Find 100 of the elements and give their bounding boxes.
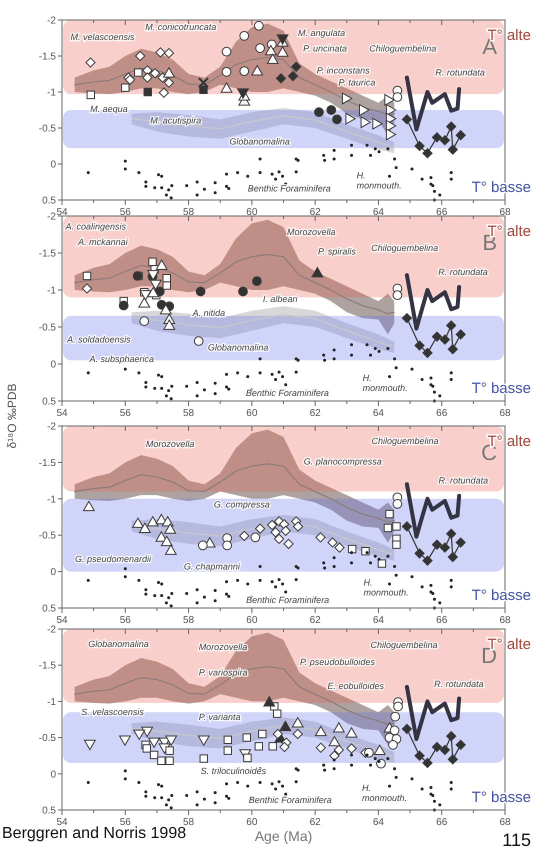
y-tick-label: -1 [47, 286, 56, 296]
x-tick-label: 68 [499, 408, 511, 419]
annotation: G. compressa [214, 500, 270, 510]
x-tick-label: 62 [310, 615, 322, 626]
x-tick-label: 62 [310, 408, 322, 419]
y-tick-label: 0 [50, 769, 56, 780]
x-tick-label: 58 [183, 207, 195, 218]
y-tick-label: 0 [50, 567, 56, 578]
x-tick-label: 56 [120, 615, 132, 626]
annotation: H. monmouth. [362, 373, 408, 394]
annotation: Chiloguembelina [370, 640, 438, 650]
annotation: M. conicotruncata [145, 22, 216, 32]
annotation: R. rotundata [435, 67, 485, 78]
annotation: Chiloguembelina [369, 44, 436, 54]
annotation: P. pseudobulloides [300, 657, 376, 668]
y-tick-label: 0.5 [42, 604, 56, 614]
y-tick-label: 0 [50, 160, 56, 170]
annotation: P. varianta [198, 712, 241, 722]
annotation: Benthic Foraminifera [248, 183, 331, 194]
y-tick-label: -1 [47, 696, 56, 708]
annotation: M. angulata [298, 28, 346, 38]
annotation: A. mckannai [77, 236, 129, 247]
x-tick-label: 66 [436, 817, 448, 828]
annotation: A. nitida [192, 308, 226, 318]
text: Berggren and Norris 1998 [2, 825, 186, 842]
y-tick-label: -2 [47, 422, 56, 432]
annotation: R. rotundata [438, 267, 488, 278]
y-tick-label: 0 [50, 360, 56, 370]
x-tick-label: 62 [310, 817, 322, 828]
annotation: A. soldadoensis [66, 334, 132, 345]
y-tick-label: -1.5 [38, 52, 56, 62]
x-tick-label: 58 [183, 817, 195, 828]
annotation: P. spiralis [318, 246, 356, 256]
annotation: Chiloguembelina [371, 242, 438, 253]
y-tick-label: -0.5 [38, 322, 56, 334]
x-tick-label: 54 [56, 207, 68, 218]
x-tick-label: 68 [499, 615, 511, 626]
annotation: P. taurica [338, 78, 376, 88]
y-tick-label: -0.5 [38, 124, 56, 134]
x-tick-label: 54 [56, 408, 68, 419]
x-tick-label: 56 [120, 207, 132, 218]
x-tick-label: 60 [246, 207, 258, 218]
annotation: H. monmouth. [356, 170, 402, 190]
x-tick-label: 54 [56, 817, 68, 828]
x-tick-label: 64 [372, 207, 384, 218]
x-tick-label: 64 [372, 615, 384, 626]
y-tick-label: -1.5 [38, 660, 56, 672]
y-tick-label: -2 [47, 212, 56, 222]
annotation: A. coalingensis [64, 221, 127, 232]
y-axis-title: δ¹⁸O ‰PDB [5, 383, 19, 449]
annotation: I. albeari [262, 294, 298, 304]
y-tick-label: -2 [47, 16, 56, 26]
x-tick-label: 66 [436, 408, 448, 419]
y-tick-label: -0.5 [38, 530, 56, 542]
x-tick-label: 62 [310, 207, 322, 218]
x-tick-label: 68 [499, 207, 511, 218]
y-tick-label: 0.5 [42, 806, 56, 816]
y-tick-label: -1.5 [38, 248, 56, 260]
y-tick-label: -0.5 [38, 733, 56, 744]
annotation: Benthic Foraminifera [246, 388, 329, 398]
annotation: Morozovella [286, 227, 336, 238]
annotation: M. acutispira [150, 116, 202, 126]
annotation: G. chapmanni [184, 561, 241, 572]
x-tick-label: 66 [436, 207, 448, 218]
y-tick-label: 0.5 [42, 396, 56, 408]
annotation: Morozovella [146, 439, 194, 450]
x-tick-label: 64 [372, 817, 384, 828]
annotation: Chiloguembelina [371, 436, 439, 446]
y-tick-label: -1 [47, 494, 56, 506]
x-tick-label: 60 [246, 408, 258, 419]
annotation: M. velascoensis [70, 32, 136, 42]
annotation: H. monmouth. [364, 577, 409, 598]
y-tick-label: -1.5 [38, 458, 56, 469]
annotation: P. uncinata [303, 44, 347, 54]
x-tick-label: 58 [183, 615, 195, 626]
annotation: Benthic Foraminifera [246, 594, 330, 605]
y-tick-label: 0.5 [42, 196, 56, 206]
x-tick-label: 58 [183, 408, 195, 419]
annotation: G. planocompressa [304, 456, 382, 467]
y-tick-label: -2 [47, 624, 56, 636]
x-tick-label: 64 [372, 408, 384, 419]
annotation: S. triloculinoides [200, 766, 267, 776]
x-tick-label: 60 [246, 615, 258, 626]
annotation: Benthic Foraminifera [248, 794, 332, 805]
annotation: A. subsphaerica [88, 354, 154, 364]
annotation: R. rotundata [438, 476, 488, 486]
annotation: R. rotundata [434, 678, 484, 689]
x-tick-label: 54 [56, 615, 68, 626]
annotation: Globanomalina [208, 342, 268, 353]
annotation: Globanomalina [88, 639, 149, 650]
x-tick-label: 68 [499, 817, 511, 828]
annotation: Morozovella [198, 642, 248, 652]
x-tick-label: 56 [120, 408, 132, 419]
annotation: E. eobulloides [327, 681, 385, 692]
text: 115 [502, 830, 531, 850]
x-tick-label: 56 [120, 817, 132, 828]
y-tick-label: -1 [47, 88, 56, 98]
annotation: H. monmouth. [362, 783, 408, 804]
annotation: S. velascoensis [81, 707, 144, 718]
annotation: M. aequa [90, 104, 128, 114]
